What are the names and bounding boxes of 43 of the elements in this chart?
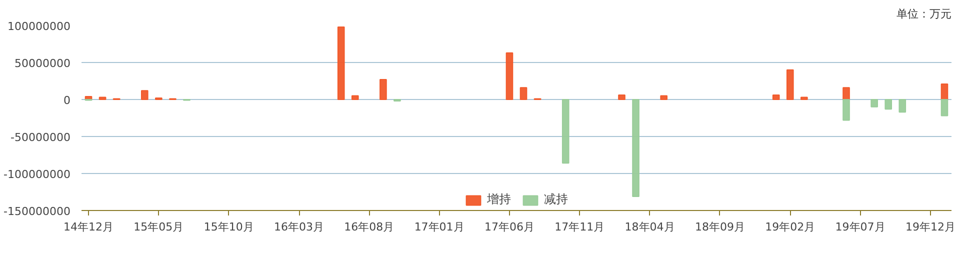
- x-tick-label: 18年09月: [694, 220, 745, 234]
- x-tick-label: 19年12月: [905, 220, 956, 234]
- y-tick-label: -150000000: [4, 205, 71, 218]
- y-tick-label: 100000000: [8, 20, 71, 33]
- x-tick-label: 16年08月: [344, 220, 394, 234]
- bar: [842, 87, 850, 100]
- bar: [98, 96, 106, 100]
- x-tick-label: 15年10月: [204, 220, 254, 234]
- bar: [800, 96, 808, 100]
- bar: [870, 99, 878, 108]
- x-tick-label: 17年01月: [414, 220, 464, 234]
- bar: [618, 94, 626, 100]
- x-tick-label: 18年04月: [624, 220, 675, 234]
- bar: [506, 52, 514, 100]
- bar: [786, 69, 794, 100]
- x-tick-label: 14年12月: [64, 220, 114, 234]
- bar: [632, 99, 640, 197]
- y-tick-label: 50000000: [14, 57, 71, 70]
- bar: [520, 87, 528, 100]
- bar: [884, 99, 892, 110]
- x-tick-label: 19年07月: [835, 220, 886, 234]
- bar: [940, 99, 948, 116]
- x-tick-label: 19年02月: [765, 220, 816, 234]
- bar: [660, 95, 668, 100]
- x-tick-label: 15年05月: [134, 220, 184, 234]
- y-tick-label: -50000000: [10, 131, 71, 144]
- bar: [842, 99, 850, 121]
- bar: [337, 26, 345, 100]
- bar: [351, 95, 359, 100]
- bar: [772, 94, 780, 100]
- y-tick-label: 0: [64, 94, 70, 107]
- bar: [380, 79, 387, 100]
- legend-label: 减持: [544, 191, 568, 208]
- bar: [562, 99, 570, 164]
- text: 单位：万元: [896, 8, 952, 20]
- legend-label: 增持: [487, 191, 511, 208]
- x-tick-label: 17年11月: [554, 220, 605, 234]
- y-tick-label: -100000000: [4, 168, 71, 181]
- bar: [140, 90, 148, 100]
- bar: [898, 99, 906, 113]
- bar: [940, 83, 948, 100]
- x-tick-label: 17年06月: [484, 220, 534, 234]
- x-tick-label: 16年03月: [274, 220, 324, 234]
